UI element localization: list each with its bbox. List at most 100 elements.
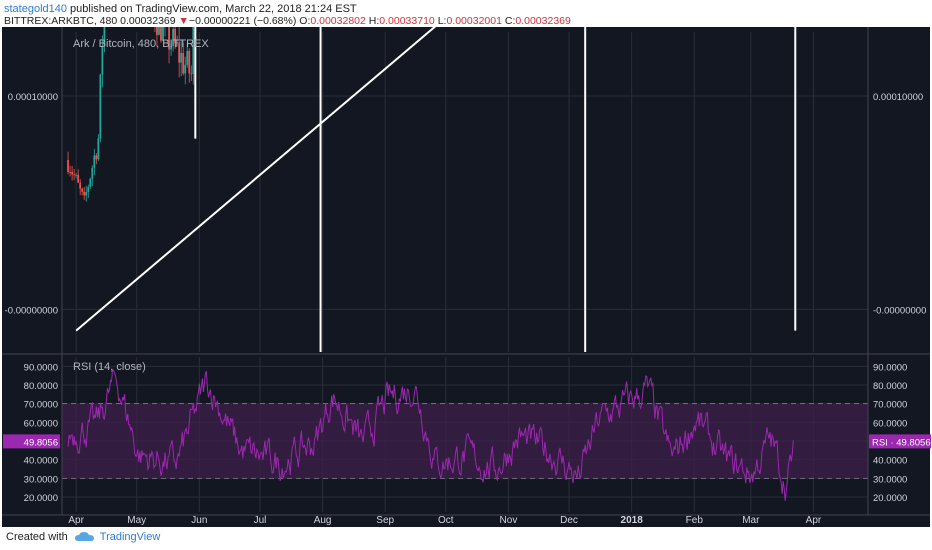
candle-body <box>101 45 104 75</box>
candle-body <box>186 50 189 65</box>
axes: 0.001200000.001200000.001100000.00110000… <box>2 27 931 526</box>
candle-body <box>188 50 191 74</box>
candle-body <box>162 27 164 41</box>
candle-body <box>87 186 90 193</box>
candle-body <box>69 171 71 173</box>
candle-body <box>73 174 76 176</box>
candle-body <box>81 188 84 192</box>
rsi-tick-label-right: 20.0000 <box>873 493 907 504</box>
rsi-tick-label-left: 90.0000 <box>24 362 58 373</box>
down-arrow-icon: ▼ <box>178 15 189 27</box>
time-tick-label: Mar <box>742 515 760 526</box>
candle-body <box>190 73 193 75</box>
time-tick-label: Apr <box>806 515 822 526</box>
rsi-tick-label-right: 70.0000 <box>873 400 907 411</box>
last-price: 0.00032369 <box>120 15 176 27</box>
drawings[interactable] <box>75 27 801 352</box>
rsi-tick-label-left: 20.0000 <box>24 493 58 504</box>
time-tick-label: Jul <box>254 515 267 526</box>
low-label: L: <box>437 15 447 27</box>
rsi-tick-label-left: 60.0000 <box>24 418 58 429</box>
price-tick-label-right: -0.00000000 <box>873 305 926 316</box>
rsi-tick-label-right: 40.0000 <box>873 456 907 467</box>
rsi-tick-label-right: 30.0000 <box>873 474 907 485</box>
high-value: 0.00033710 <box>379 15 435 27</box>
candle-body <box>103 27 106 46</box>
rsi-value-label-right: RSI · 49.8056 <box>872 437 931 448</box>
candle-body <box>77 174 80 183</box>
ohlc-header: BITTREX:ARKBTC, 480 0.00032369 ▼−0.00000… <box>4 15 571 27</box>
high-label: H: <box>368 15 380 27</box>
candle-body <box>180 52 183 63</box>
rsi-band <box>62 403 868 479</box>
author-link[interactable]: stategold140 <box>4 3 67 15</box>
rsi-pane-title: RSI (14, close) <box>73 361 146 373</box>
rsi-tick-label-left: 80.0000 <box>24 381 58 392</box>
chart-canvas[interactable]: 0.001200000.001200000.001100000.00110000… <box>0 27 932 527</box>
price-grid <box>62 32 868 352</box>
time-tick-label: Apr <box>68 515 84 526</box>
time-tick-label: 2018 <box>621 515 644 526</box>
candle-body <box>95 155 98 160</box>
tradingview-brand[interactable]: TradingView <box>74 531 161 543</box>
chart-header-publish: stategold140 published on TradingView.co… <box>4 3 357 15</box>
rsi-tick-label-right: 60.0000 <box>873 418 907 429</box>
candle-body <box>99 74 102 139</box>
candle-body <box>89 178 92 187</box>
rsi-line <box>67 369 794 501</box>
rsi-value-tag-right <box>869 434 931 449</box>
open-value: 0.00032802 <box>310 15 366 27</box>
symbol-label[interactable]: BITTREX:ARKBTC, 480 <box>4 15 118 27</box>
candle-body <box>75 174 78 176</box>
rsi-line-group <box>67 369 794 501</box>
cloud-logo-icon <box>74 532 94 541</box>
candles <box>67 27 196 202</box>
candle-body <box>170 46 172 50</box>
candle-body <box>160 27 162 41</box>
candle-body <box>174 28 177 44</box>
rsi-tick-label-left: 70.0000 <box>24 400 58 411</box>
price-pane-title: Ark / Bitcoin, 480, BITTREX <box>73 38 209 50</box>
candle-body <box>71 172 74 175</box>
candle-body <box>172 28 175 47</box>
price-tick-label-left: 0.00010000 <box>8 92 58 103</box>
candle-body <box>67 160 69 172</box>
time-tick-label: Oct <box>438 515 454 526</box>
candle-body <box>182 52 185 74</box>
price-tick-label-left: -0.00000000 <box>5 305 58 316</box>
candle-body <box>97 138 100 160</box>
candle-body <box>168 27 170 50</box>
rsi-tick-label-right: 80.0000 <box>873 381 907 392</box>
rsi-tick-label-right: 90.0000 <box>873 362 907 373</box>
candle-body <box>156 27 158 35</box>
close-label: C: <box>504 15 516 27</box>
publish-info: published on TradingView.com, March 22, … <box>67 3 357 15</box>
time-tick-label: Sep <box>376 515 394 526</box>
time-tick-label: Nov <box>500 515 518 526</box>
rsi-value-tag-left <box>3 434 60 449</box>
created-with-label: Created with <box>6 531 68 543</box>
candle-body <box>184 64 187 74</box>
candle-body <box>176 42 179 44</box>
time-tick-label: Feb <box>686 515 704 526</box>
time-tick-label: Dec <box>560 515 578 526</box>
time-tick-label: Aug <box>314 515 332 526</box>
rsi-tick-label-left: 30.0000 <box>24 474 58 485</box>
candle-body <box>178 42 181 63</box>
candle-body <box>91 167 94 179</box>
time-tick-label: May <box>127 515 146 526</box>
rsi-value-label-left: 49.8056 <box>24 437 58 448</box>
rsi-tick-label-left: 40.0000 <box>24 456 58 467</box>
price-tick-label-right: 0.00010000 <box>873 92 923 103</box>
candle-body <box>85 192 88 196</box>
candle-body <box>192 27 195 74</box>
close-value: 0.00032369 <box>515 15 571 27</box>
candle-body <box>83 191 86 196</box>
candle-body <box>93 155 96 168</box>
time-tick-label: Jun <box>191 515 207 526</box>
open-label: O: <box>299 15 311 27</box>
brand-label: TradingView <box>99 531 161 543</box>
footer: Created with TradingView <box>6 531 160 543</box>
candle-body <box>79 182 82 189</box>
low-value: 0.00032001 <box>446 15 502 27</box>
